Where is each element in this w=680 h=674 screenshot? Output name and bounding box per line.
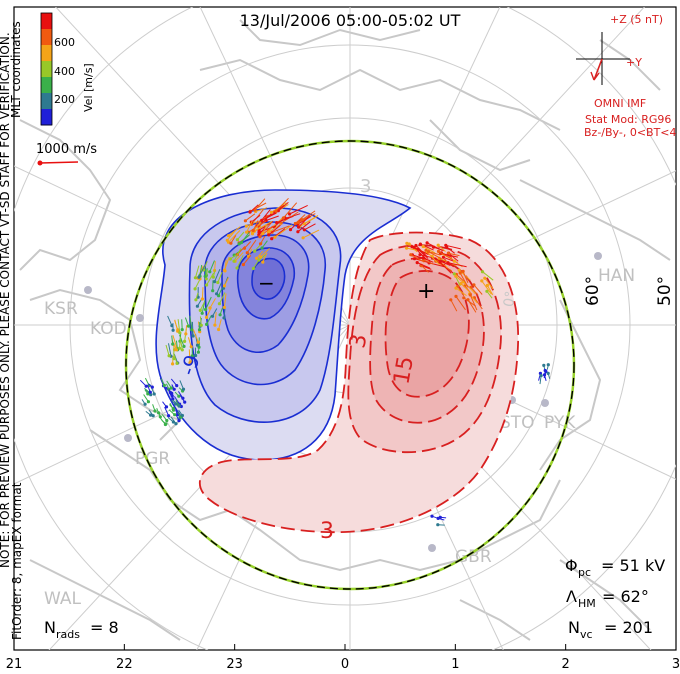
contour-label-3-outer: 3 [320, 519, 334, 544]
svg-text:Φ: Φ [565, 556, 578, 575]
svg-text:WAL: WAL [44, 589, 82, 609]
colorbar-label: Vel [m/s] [82, 63, 95, 112]
imf-source: OMNI IMF [594, 97, 646, 110]
station-gbr: GBR [428, 544, 492, 567]
coastlines [19, 19, 671, 641]
stat-phi-pc: Φ pc = 51 kV [565, 556, 665, 579]
colorbar-swatch [41, 93, 52, 110]
colorbar-tick-600: 600 [54, 36, 75, 49]
meridian-label: 0° [501, 290, 520, 308]
svg-text:1000 m/s: 1000 m/s [36, 142, 97, 157]
colorbar-border [40, 12, 53, 126]
contour-label-15: 15 [389, 354, 418, 386]
svg-text:vc: vc [580, 628, 593, 641]
svg-text:= 51 kV: = 51 kV [601, 556, 665, 575]
fit-info: FitOrder: 8, mapEX format [10, 482, 24, 640]
map-title: 13/Jul/2006 05:00-05:02 UT [240, 11, 461, 30]
velocity-vectors [139, 197, 551, 527]
stations: KSR KOD PGR HAN STO PYK [44, 252, 635, 609]
colorbar-swatch [41, 29, 52, 46]
hm-boundary [125, 140, 575, 590]
imf-conditions: Bz-/By-, 0<BT<4 [584, 126, 677, 139]
lat-label-50: 50° [655, 276, 675, 306]
mlt-tick-label: 0 [341, 657, 349, 672]
colorbar-tick-200: 200 [54, 93, 75, 106]
stat-model: Stat Mod: RG96 [585, 113, 671, 126]
contour-label-3-inner: 3 [345, 332, 372, 350]
svg-text:= 201: = 201 [604, 618, 653, 637]
mlt-tick-label: 21 [6, 657, 23, 672]
mlt-tick-label: 23 [226, 657, 243, 672]
colorbar-swatch [41, 45, 52, 62]
colorbar-swatch [41, 13, 52, 30]
mlt-axis: 21 22 23 0 1 2 3 [6, 644, 680, 672]
mlt-tick-label: 2 [562, 657, 570, 672]
colorbar-swatch [41, 77, 52, 94]
maximum-marker: + [417, 279, 435, 304]
lat-label-60: 60° [583, 276, 603, 306]
svg-text:N: N [568, 618, 580, 637]
svg-text:HAN: HAN [598, 266, 635, 286]
svg-text:KOD: KOD [90, 319, 127, 339]
svg-text:GBR: GBR [455, 547, 492, 567]
svg-text:PGR: PGR [135, 449, 170, 469]
stat-n-rads: N rads = 8 [44, 618, 119, 641]
colorbar-tick-400: 400 [54, 65, 75, 78]
svg-text:pc: pc [578, 566, 591, 579]
contour-label-faint: 3 [360, 176, 371, 197]
mlt-tick-label: 3 [672, 657, 680, 672]
svg-text:= 62°: = 62° [602, 587, 649, 606]
station-kod: KOD [90, 314, 144, 339]
vector-scale: 1000 m/s [36, 142, 97, 166]
svg-text:STO: STO [500, 413, 535, 433]
plot-frame [13, 6, 677, 651]
svg-text:= 8: = 8 [90, 618, 119, 637]
mlt-tick-label: 22 [116, 657, 133, 672]
minimum-marker: − [258, 271, 275, 295]
svg-text:KSR: KSR [44, 299, 78, 319]
station-wal: WAL [44, 589, 82, 609]
imf-axis-y: +Y [626, 56, 642, 69]
colorbar-swatch [41, 109, 52, 126]
preview-note: NOTE: FOR PREVIEW PURPOSES ONLY. PLEASE … [0, 32, 12, 568]
svg-text:N: N [44, 618, 56, 637]
station-ksr: KSR [44, 286, 92, 319]
colorbar-swatch [41, 61, 52, 78]
imf-dial: +Z (5 nT) +Y OMNI IMF Stat Mod: RG96 Bz-… [576, 13, 677, 139]
svg-text:PYK: PYK [544, 413, 576, 433]
svg-text:HM: HM [578, 597, 596, 610]
imf-axis-z: +Z (5 nT) [610, 13, 663, 26]
stat-lambda-hm: Λ HM = 62° [566, 587, 649, 610]
svg-text:Λ: Λ [566, 587, 577, 606]
velocity-colorbar [40, 12, 53, 126]
coordinates-label: MLT coordinates [9, 21, 23, 118]
mlt-tick-label: 1 [451, 657, 459, 672]
svg-text:rads: rads [56, 628, 80, 641]
station-han: HAN [594, 252, 635, 286]
stat-n-vc: N vc = 201 [568, 618, 653, 641]
